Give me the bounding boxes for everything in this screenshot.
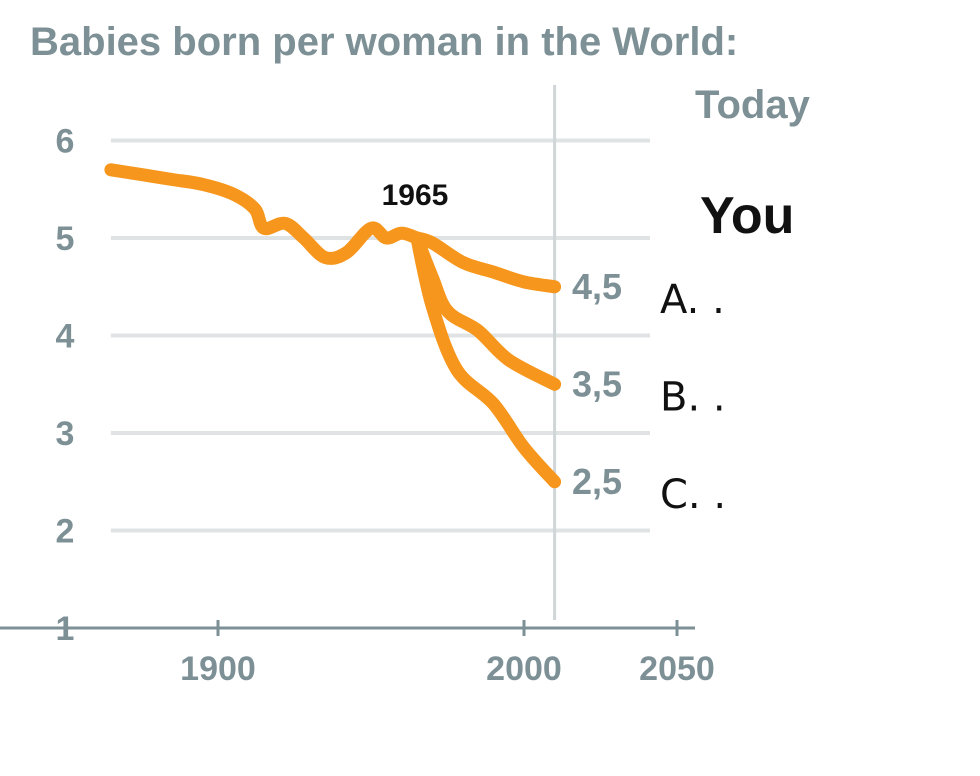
scenario-line — [410, 231, 562, 489]
series-lines — [104, 163, 562, 489]
x-axis-ticks: 1900 2000 2050 — [180, 620, 715, 688]
end-value-label: 2,5 — [572, 461, 622, 502]
x-tick-label: 2000 — [486, 650, 562, 688]
end-value-label: 3,5 — [572, 363, 622, 404]
scenario-line — [410, 231, 562, 294]
y-tick-label: 4 — [56, 318, 75, 356]
grid-lines — [110, 138, 650, 533]
chart-title: Babies born per woman in the World: — [30, 20, 738, 64]
option-label: B. . — [660, 374, 726, 420]
end-value-label: 4,5 — [572, 266, 622, 307]
x-tick-label: 1900 — [180, 650, 256, 688]
option-label: C. . — [660, 472, 726, 518]
option-label: A. . — [660, 277, 725, 323]
today-label: Today — [695, 83, 811, 127]
end-labels: 4,5 A. . 3,5 B. . 2,5 C. . — [572, 266, 726, 518]
history-line — [104, 163, 424, 265]
you-label: You — [700, 187, 794, 245]
annotation-1965: 1965 — [382, 179, 449, 212]
y-tick-label: 6 — [56, 123, 75, 161]
y-tick-label: 3 — [56, 415, 75, 453]
y-tick-label: 5 — [56, 220, 75, 258]
y-tick-label: 2 — [56, 513, 75, 551]
x-tick-label: 2050 — [639, 650, 715, 688]
y-axis-ticks: 123456 — [56, 123, 75, 649]
